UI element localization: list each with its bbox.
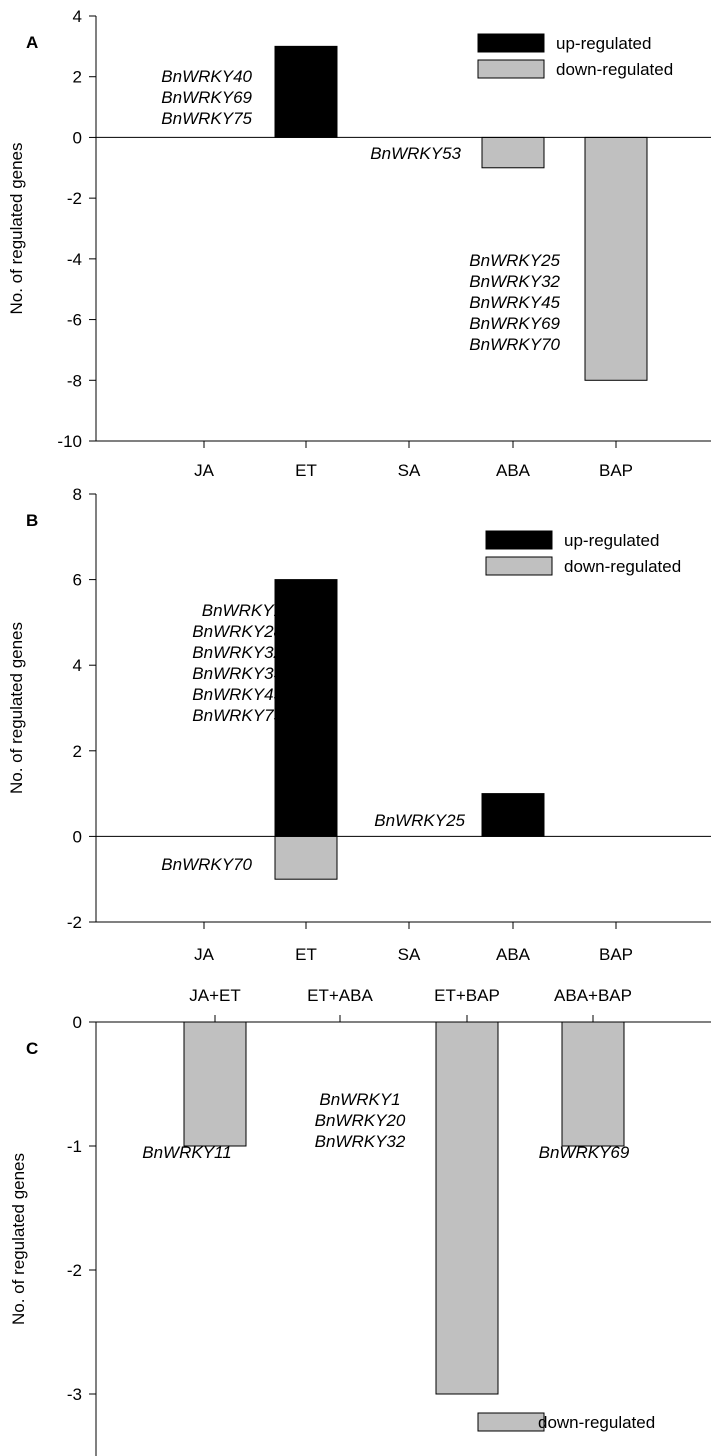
y-tick-label: 4 (73, 656, 82, 675)
gene-annotation: BnWRKY69 (469, 314, 560, 333)
gene-annotation: BnWRKY11 (142, 1143, 231, 1162)
legend-swatch-up-regulated (477, 33, 545, 53)
panel-label: A (26, 33, 38, 52)
gene-annotation: BnWRKY53 (370, 144, 461, 163)
legend-swatch-down-regulated (485, 556, 553, 576)
y-tick-label: 0 (73, 1013, 82, 1032)
panel-label: B (26, 511, 38, 530)
y-tick-label: 2 (73, 742, 82, 761)
bar-up-regulated (274, 579, 338, 837)
x-category-label: BAP (599, 461, 633, 480)
y-tick-label: -1 (67, 1137, 82, 1156)
gene-annotation: BnWRKY28 (192, 622, 283, 641)
gene-annotation: BnWRKY25 (374, 811, 465, 830)
x-category-label: ET+BAP (434, 986, 500, 1005)
y-tick-label: -3 (67, 1385, 82, 1404)
x-category-label: SA (398, 945, 421, 964)
chart-panel-c: -3 -2 -1 0 JA+ET ET+ABA ET+BAP ABA+BAP No. of re… (9, 986, 711, 1456)
x-category-label: JA (194, 461, 215, 480)
gene-annotation: BnWRKY32 (469, 272, 560, 291)
gene-annotation: BnWRKY33 (192, 664, 283, 683)
gene-annotation: BnWRKY70 (161, 855, 252, 874)
y-tick-label: -10 (57, 432, 82, 451)
x-category-label: ABA (496, 461, 531, 480)
y-axis-label: No. of regulated genes (9, 1153, 28, 1325)
gene-annotation: BnWRKY1 (202, 601, 283, 620)
gene-annotation: BnWRKY45 (192, 685, 283, 704)
gene-annotation: BnWRKY32 (192, 643, 283, 662)
legend-label: down-regulated (564, 557, 681, 576)
x-category-label: SA (398, 461, 421, 480)
bar-down-regulated (274, 835, 338, 880)
bar-down-regulated (561, 1021, 625, 1147)
y-tick-label: -2 (67, 189, 82, 208)
panel-label: C (26, 1039, 38, 1058)
x-category-label: JA (194, 945, 215, 964)
legend-swatch-down-regulated (477, 1412, 545, 1432)
gene-annotation: BnWRKY20 (315, 1111, 406, 1130)
x-category-label: ABA (496, 945, 531, 964)
x-category-label: ET (295, 461, 317, 480)
bar-down-regulated (435, 1021, 499, 1395)
y-tick-label: 0 (73, 827, 82, 846)
x-category-label: ET+ABA (307, 986, 373, 1005)
legend-label: down-regulated (538, 1413, 655, 1432)
y-tick-label: -8 (67, 371, 82, 390)
legend-label: down-regulated (556, 60, 673, 79)
y-tick-label: 8 (73, 485, 82, 504)
legend-label: up-regulated (556, 34, 651, 53)
x-category-label: ABA+BAP (554, 986, 632, 1005)
y-tick-label: -2 (67, 913, 82, 932)
gene-annotation: BnWRKY25 (469, 251, 560, 270)
bar-down-regulated (481, 136, 545, 169)
legend-swatch-up-regulated (485, 530, 553, 550)
bar-up-regulated (274, 45, 338, 138)
gene-annotation: BnWRKY45 (469, 293, 560, 312)
y-axis-label: No. of regulated genes (7, 142, 26, 314)
y-tick-label: 0 (73, 128, 82, 147)
x-category-label: JA+ET (189, 986, 241, 1005)
gene-annotation: BnWRKY75 (161, 109, 252, 128)
y-axis-label: No. of regulated genes (7, 622, 26, 794)
y-tick-label: 2 (73, 68, 82, 87)
bar-down-regulated (183, 1021, 247, 1147)
bar-down-regulated (584, 136, 648, 381)
legend-label: up-regulated (564, 531, 659, 550)
gene-annotation: BnWRKY69 (161, 88, 252, 107)
x-category-label: ET (295, 945, 317, 964)
y-tick-label: 4 (73, 7, 82, 26)
chart-panel-a: -10 -8 -6 -4 -2 0 2 4 JA ET SA ABA BAP No. of regulat… (7, 7, 711, 480)
y-tick-label: -2 (67, 1261, 82, 1280)
gene-annotation: BnWRKY69 (539, 1143, 630, 1162)
y-tick-label: -6 (67, 311, 82, 330)
x-category-label: BAP (599, 945, 633, 964)
gene-annotation: BnWRKY40 (161, 67, 252, 86)
y-tick-label: 6 (73, 571, 82, 590)
gene-annotation: BnWRKY32 (315, 1132, 406, 1151)
gene-annotation: BnWRKY1 (319, 1090, 400, 1109)
legend-swatch-down-regulated (477, 59, 545, 79)
bar-up-regulated (481, 793, 545, 837)
y-tick-label: -4 (67, 250, 82, 269)
chart-panel-b: -2 0 2 4 6 8 JA ET SA ABA BAP No. of regulated gene… (7, 485, 711, 964)
gene-annotation: BnWRKY70 (469, 335, 560, 354)
gene-annotation: BnWRKY75 (192, 706, 283, 725)
